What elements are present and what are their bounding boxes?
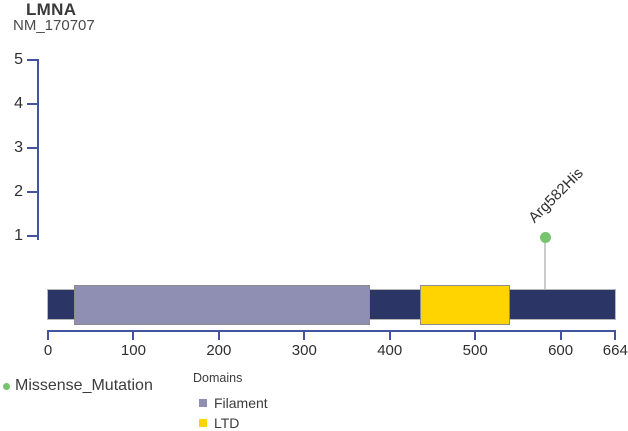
y-axis-tick [26, 234, 38, 237]
missense-mutation-dot-icon [3, 382, 10, 390]
y-axis-tick [26, 146, 38, 149]
x-axis-tick [559, 330, 562, 340]
x-axis-tick [303, 330, 306, 340]
y-axis-tick [26, 102, 38, 105]
legend-domain-label: LTD [214, 415, 240, 431]
legend-domains: Domains Filament LTD [193, 371, 268, 431]
x-axis-line [47, 330, 617, 332]
legend-domain-label: Filament [214, 395, 268, 411]
x-axis-tick [388, 330, 391, 340]
x-axis-tick [217, 330, 220, 340]
filament-swatch-icon [199, 399, 207, 407]
x-axis-tick [132, 330, 135, 340]
legend-mutation-type: Missense_Mutation [3, 377, 153, 395]
legend-mutation-label: Missense_Mutation [15, 377, 153, 394]
y-axis-tick-label: 4 [14, 94, 23, 112]
x-axis-tick-label: 600 [548, 342, 574, 359]
x-axis-tick-label: 400 [377, 342, 403, 359]
legend-domains-title: Domains [193, 371, 243, 385]
x-axis-tick-label: 200 [206, 342, 232, 359]
y-axis-tick-label: 5 [14, 50, 23, 68]
mutation-label: Arg582His [525, 164, 588, 226]
y-axis-line [36, 59, 39, 240]
domain-filament[interactable] [73, 285, 371, 325]
mutation-point[interactable] [539, 232, 551, 243]
ltd-swatch-icon [199, 419, 207, 427]
x-axis-tick-label: 100 [120, 342, 146, 359]
x-axis-tick [47, 330, 49, 340]
x-axis-tick [614, 330, 617, 340]
transcript-id: NM_170707 [13, 17, 95, 34]
x-axis-tick-label: 500 [462, 342, 488, 359]
y-axis-tick [26, 190, 38, 193]
mutation-stem [544, 242, 546, 289]
y-axis-tick-label: 2 [14, 182, 23, 200]
legend-domain-item: LTD [199, 413, 268, 431]
y-axis-tick-label: 1 [14, 226, 23, 244]
legend-domain-items: Filament LTD [193, 393, 268, 431]
x-axis-tick [474, 330, 477, 340]
y-axis-tick [26, 58, 38, 61]
x-axis-tick-label: 664 [602, 342, 628, 359]
gene-title: LMNA [26, 0, 77, 19]
legend-domain-item: Filament [199, 393, 268, 413]
x-axis-tick-label: 300 [291, 342, 317, 359]
domain-ltd[interactable] [419, 285, 511, 325]
y-axis-tick-label: 3 [14, 138, 23, 156]
x-axis-tick-label: 0 [43, 342, 53, 359]
